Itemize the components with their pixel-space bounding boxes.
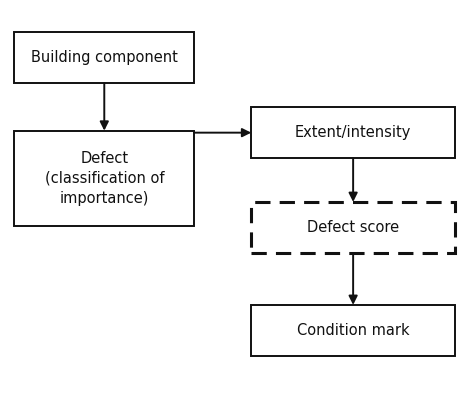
Text: Condition mark: Condition mark bbox=[297, 323, 410, 338]
Bar bbox=[251, 202, 455, 253]
Bar bbox=[14, 32, 194, 83]
Bar bbox=[251, 305, 455, 356]
Text: Extent/intensity: Extent/intensity bbox=[295, 125, 411, 140]
Bar bbox=[14, 131, 194, 226]
Text: Building component: Building component bbox=[31, 50, 178, 65]
Text: Defect score: Defect score bbox=[307, 220, 399, 235]
Bar bbox=[251, 107, 455, 158]
Text: Defect
(classification of
importance): Defect (classification of importance) bbox=[45, 151, 164, 206]
